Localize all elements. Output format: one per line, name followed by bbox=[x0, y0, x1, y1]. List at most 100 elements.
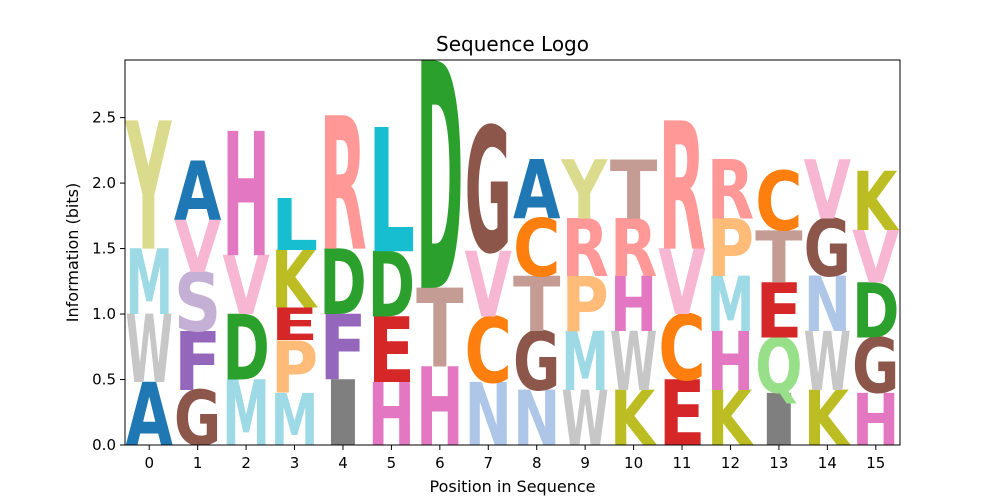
logo-letter-R-pos-10: R bbox=[610, 203, 657, 296]
logo-letter-P-pos-9: P bbox=[561, 261, 608, 349]
logo-letter-A-pos-0: A bbox=[125, 366, 173, 466]
logo-letter-D-pos-5: D bbox=[368, 233, 415, 338]
x-tick-label: 4 bbox=[338, 454, 348, 472]
x-tick-label: 5 bbox=[387, 454, 397, 472]
logo-letter-M-pos-2: M bbox=[222, 361, 269, 466]
x-tick-label: 12 bbox=[721, 454, 740, 472]
x-tick-label: 10 bbox=[624, 454, 643, 472]
logo-letter-R-pos-4: R bbox=[319, 80, 366, 293]
logo-letter-T-pos-10: T bbox=[610, 143, 657, 237]
logo-letter-P-pos-3: P bbox=[271, 328, 318, 411]
plot-area: AWMYGFSVAMDVHMPEKLIFDRHEDLHTDNCVGNGTCAWM… bbox=[125, 0, 900, 471]
y-axis: 0.0 0.5 1.0 1.5 2.0 2.5 bbox=[92, 109, 125, 454]
y-tick-label: 0.0 bbox=[92, 436, 116, 454]
logo-letter-T-pos-8: T bbox=[513, 263, 561, 350]
logo-letter-G-pos-8: G bbox=[513, 315, 560, 409]
chart-title: Sequence Logo bbox=[436, 32, 589, 56]
x-tick-label: 0 bbox=[144, 454, 154, 472]
logo-letter-A-pos-1: A bbox=[174, 144, 222, 239]
logo-letter-K-pos-12: K bbox=[707, 375, 755, 463]
logo-letter-P-pos-12: P bbox=[707, 204, 754, 296]
logo-letter-W-pos-0: W bbox=[125, 297, 172, 405]
logo-letter-N-pos-8: N bbox=[513, 375, 560, 463]
plot-frame bbox=[124, 59, 901, 446]
x-tick-label: 3 bbox=[290, 454, 300, 472]
logo-letter-W-pos-14: W bbox=[804, 316, 851, 410]
x-tick-label: 2 bbox=[241, 454, 251, 472]
logo-letter-V-pos-14: V bbox=[804, 143, 852, 238]
logo-letter-H-pos-5: H bbox=[368, 366, 415, 466]
logo-letter-E-pos-5: E bbox=[368, 299, 415, 403]
logo-letter-E-pos-11: E bbox=[658, 362, 705, 466]
logo-letter-K-pos-15: K bbox=[852, 156, 899, 250]
logo-letter-G-pos-15: G bbox=[852, 323, 899, 411]
x-tick-label: 8 bbox=[532, 454, 542, 472]
x-tick-label: 1 bbox=[193, 454, 203, 472]
logo-letter-E-pos-3: E bbox=[271, 299, 318, 351]
logo-letter-I-pos-4: I bbox=[319, 363, 366, 467]
y-tick-label: 2.5 bbox=[92, 109, 116, 127]
x-tick-label: 11 bbox=[672, 454, 691, 472]
logo-letter-E-pos-13: E bbox=[755, 269, 802, 356]
logo-letter-C-pos-11: C bbox=[658, 297, 705, 401]
logo-letter-R-pos-11: R bbox=[658, 87, 705, 291]
logo-letter-V-pos-7: V bbox=[465, 235, 513, 339]
x-tick-label: 9 bbox=[580, 454, 590, 472]
logo-letter-S-pos-1: S bbox=[174, 258, 221, 351]
logo-letter-H-pos-6: H bbox=[416, 346, 463, 471]
logo-letter-L-pos-3: L bbox=[271, 184, 318, 267]
logo-letter-N-pos-14: N bbox=[804, 261, 851, 349]
logo-letter-I-pos-13: I bbox=[755, 379, 802, 462]
logo-letter-D-pos-6: D bbox=[416, 0, 463, 362]
logo-letter-T-pos-13: T bbox=[755, 216, 802, 300]
logo-letter-V-pos-1: V bbox=[174, 205, 222, 289]
y-tick-label: 2.0 bbox=[92, 174, 116, 192]
y-tick-label: 1.5 bbox=[92, 240, 116, 258]
x-tick-label: 7 bbox=[484, 454, 494, 472]
logo-letter-W-pos-9: W bbox=[561, 376, 608, 463]
logo-letter-C-pos-8: C bbox=[513, 204, 560, 296]
logo-letter-A-pos-8: A bbox=[513, 143, 561, 238]
logo-letter-Y-pos-0: Y bbox=[125, 86, 172, 291]
logo-letter-K-pos-3: K bbox=[271, 235, 318, 327]
logo-letter-D-pos-4: D bbox=[319, 231, 366, 336]
logo-letter-G-pos-1: G bbox=[174, 375, 221, 463]
y-tick-label: 1.0 bbox=[92, 305, 116, 323]
logo-letter-K-pos-14: K bbox=[804, 375, 852, 463]
logo-letter-D-pos-2: D bbox=[222, 296, 269, 401]
logo-letter-H-pos-15: H bbox=[852, 380, 899, 463]
y-axis-label: Information (bits) bbox=[63, 183, 82, 322]
logo-letter-L-pos-5: L bbox=[368, 94, 415, 292]
logo-letter-D-pos-15: D bbox=[852, 268, 899, 356]
logo-letter-H-pos-10: H bbox=[610, 261, 657, 349]
logo-letter-M-pos-12: M bbox=[707, 261, 754, 349]
logo-letter-G-pos-7: G bbox=[465, 93, 512, 293]
x-tick-label: 13 bbox=[769, 454, 788, 472]
logo-letter-N-pos-7: N bbox=[465, 366, 512, 466]
logo-letter-R-pos-12: R bbox=[707, 143, 754, 237]
logo-letter-F-pos-1: F bbox=[174, 315, 221, 409]
logo-letter-G-pos-14: G bbox=[804, 204, 851, 295]
logo-letter-M-pos-9: M bbox=[561, 315, 608, 410]
logo-letter-R-pos-9: R bbox=[561, 203, 608, 296]
x-tick-label: 15 bbox=[866, 454, 885, 472]
logo-letter-H-pos-12: H bbox=[707, 316, 754, 410]
logo-letter-Q-pos-13: Q bbox=[755, 322, 802, 411]
x-axis-label: Position in Sequence bbox=[430, 477, 596, 496]
logo-letter-V-pos-11: V bbox=[658, 232, 706, 336]
logo-letter-K-pos-10: K bbox=[610, 375, 658, 463]
logo-letter-M-pos-0: M bbox=[125, 230, 172, 335]
logo-letter-Y-pos-9: Y bbox=[561, 145, 609, 238]
logo-letter-M-pos-3: M bbox=[271, 379, 318, 463]
logo-letter-T-pos-6: T bbox=[416, 268, 464, 393]
logo-letter-V-pos-2: V bbox=[222, 239, 270, 334]
logo-letter-C-pos-7: C bbox=[465, 300, 512, 404]
logo-letter-C-pos-13: C bbox=[755, 156, 802, 250]
x-axis: 0 1 2 3 4 5 6 7 8 9 10 11 12 13 14 15 bbox=[144, 445, 885, 472]
logo-letter-F-pos-4: F bbox=[319, 297, 366, 401]
y-tick-label: 0.5 bbox=[92, 371, 116, 389]
logo-letter-W-pos-10: W bbox=[610, 316, 657, 410]
x-tick-label: 14 bbox=[818, 454, 837, 472]
logo-letter-H-pos-2: H bbox=[222, 97, 269, 296]
